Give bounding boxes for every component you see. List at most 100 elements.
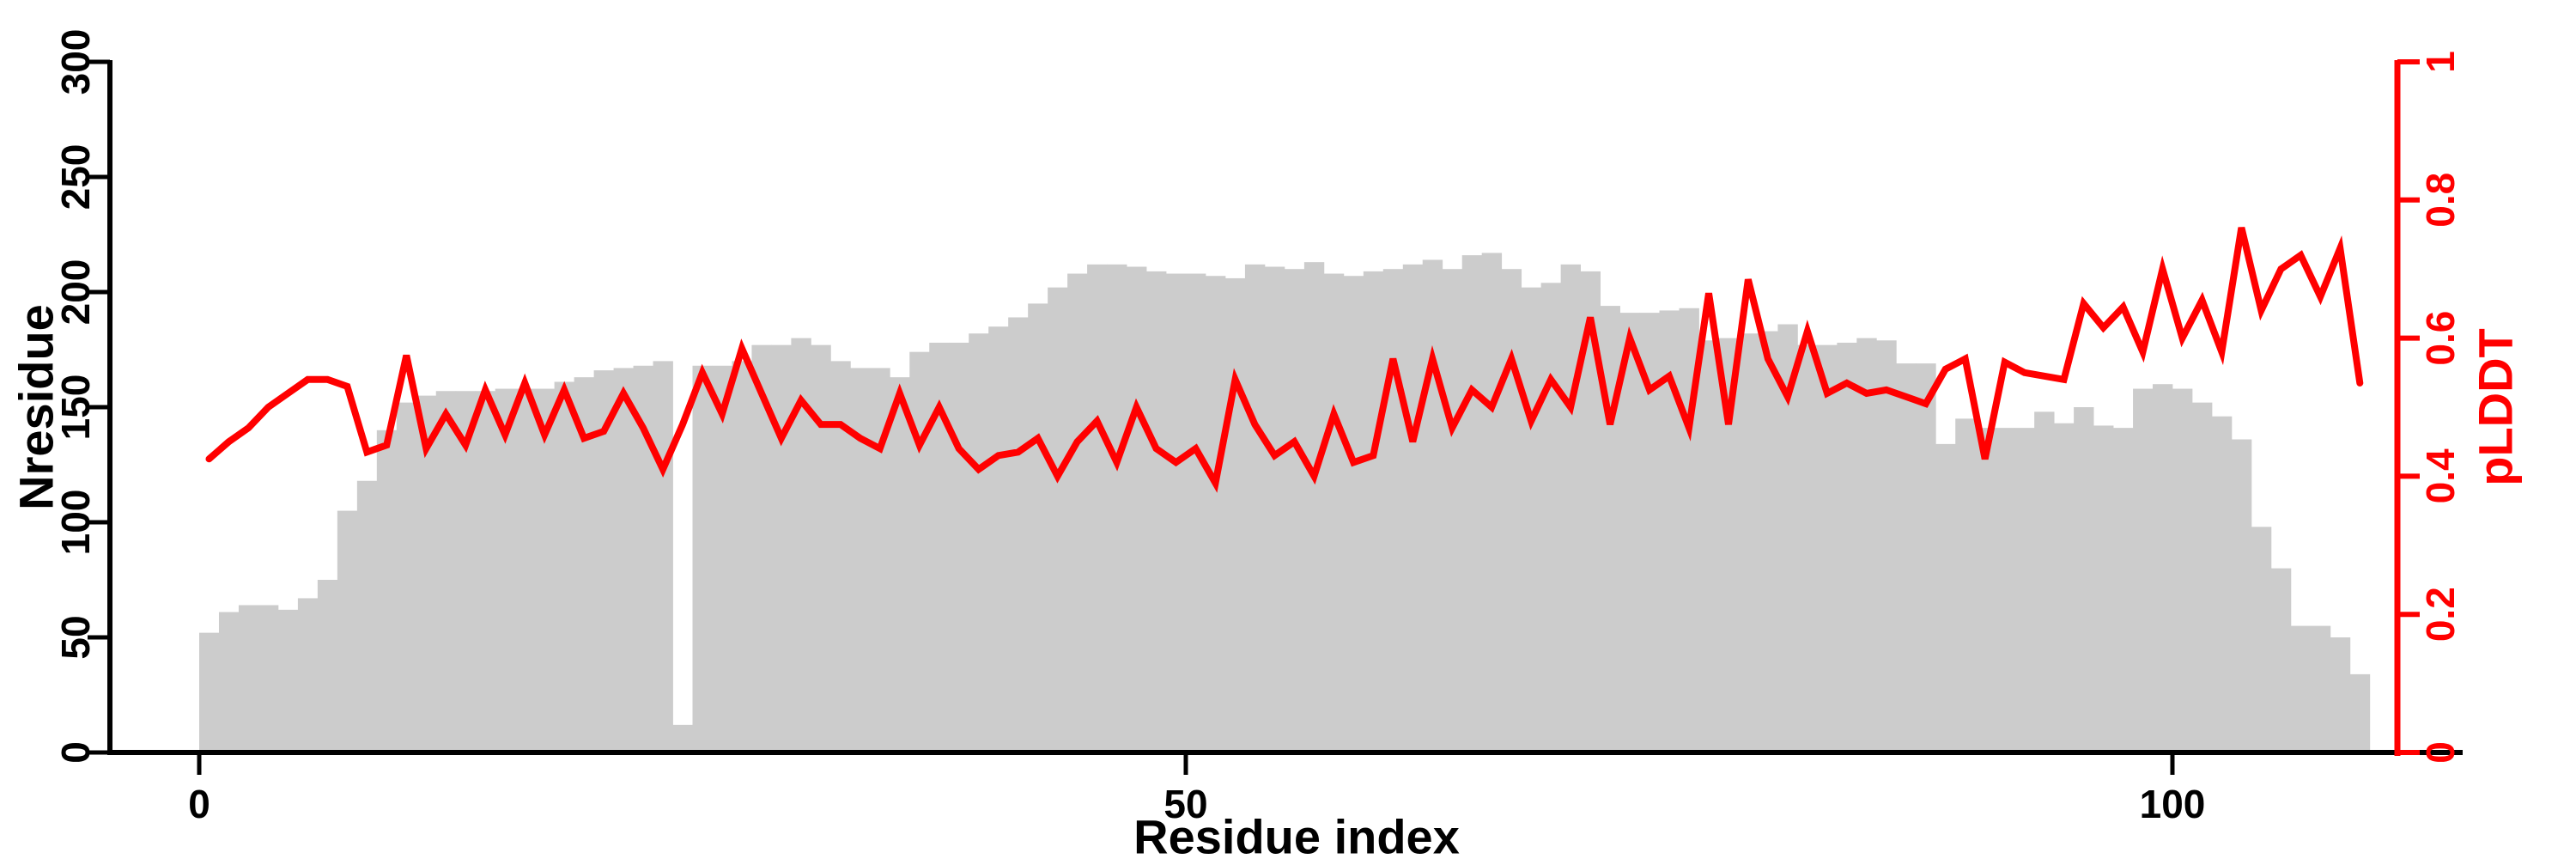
nresidue-bar (1461, 255, 1483, 752)
x-tick-label: 0 (188, 782, 210, 826)
nresidue-bar (2034, 411, 2055, 752)
nresidue-bar (534, 388, 556, 752)
nresidue-bar (1580, 271, 1601, 752)
nresidue-bar (1205, 276, 1226, 752)
nresidue-bar (653, 361, 673, 752)
nresidue-bar (2093, 425, 2114, 752)
nresidue-bar (850, 368, 871, 752)
nresidue-bar (1540, 283, 1562, 752)
nresidue-bar (495, 388, 516, 752)
nresidue-bar (791, 338, 811, 752)
x-tick-label: 50 (1163, 782, 1207, 826)
nresidue-bar (988, 326, 1009, 752)
nresidue-bar (1087, 264, 1108, 753)
nresidue-bar (1935, 443, 1956, 752)
nresidue-bar (633, 365, 653, 752)
nresidue-bar (870, 368, 890, 752)
nresidue-bar (1186, 273, 1206, 752)
x-axis-title: Residue index (1133, 809, 1460, 859)
nresidue-bar (1817, 344, 1838, 752)
nresidue-bar (1048, 287, 1068, 752)
nresidue-bar (1600, 306, 1620, 753)
nresidue-bar (1876, 340, 1897, 752)
nresidue-bar (1323, 273, 1345, 752)
nresidue-bar (593, 370, 614, 752)
nresidue-bar (1521, 287, 1542, 752)
nresidue-bar (1146, 271, 1167, 752)
nresidue-bar (1797, 344, 1818, 752)
x-tick-label: 100 (2140, 782, 2206, 826)
nresidue-bar (1738, 333, 1759, 752)
nresidue-bar (1303, 262, 1325, 752)
nresidue-bar (2054, 423, 2075, 752)
nresidue-bar (1481, 253, 1503, 752)
nresidue-bar (376, 430, 398, 752)
nresidue-bar (1718, 338, 1739, 752)
nresidue-bar (199, 632, 220, 752)
left-tick-label: 250 (53, 144, 98, 210)
nresidue-bar (2014, 428, 2035, 752)
nresidue-bar (396, 402, 417, 752)
nresidue-bar (1264, 266, 1285, 752)
nresidue-bar (1442, 269, 1463, 752)
nresidue-bar (909, 351, 930, 752)
nresidue-bar (2074, 407, 2094, 752)
left-tick-label: 0 (53, 741, 98, 764)
right-tick-label: 0.4 (2418, 448, 2463, 503)
nresidue-bar (1501, 269, 1522, 752)
nresidue-bar (1698, 340, 1719, 752)
nresidue-bar (1639, 313, 1660, 752)
nresidue-bar (1402, 264, 1424, 753)
nresidue-bar (1758, 331, 1778, 752)
nresidue-bar (771, 344, 792, 752)
nresidue-bar (2349, 673, 2371, 752)
nresidue-bar (1975, 428, 1996, 752)
nresidue-bar (1560, 264, 1581, 753)
nresidue-bar (1995, 428, 2015, 752)
nresidue-bar (1856, 338, 1877, 752)
nresidue-bar (317, 580, 338, 752)
nresidue-bar (1422, 259, 1443, 753)
plddt-line (205, 227, 2364, 493)
nresidue-bar (455, 391, 477, 752)
nresidue-bar (929, 342, 950, 752)
right-tick-label: 0.6 (2418, 311, 2463, 366)
nresidue-bar (218, 612, 240, 752)
nresidue-bar (830, 361, 851, 752)
nresidue-bar (337, 510, 358, 752)
nresidue-bar (356, 480, 378, 752)
nresidue-bar (672, 724, 693, 752)
nresidue-bar (1382, 269, 1404, 752)
nresidue-bar (1837, 342, 1857, 752)
nresidue-bar (1343, 276, 1364, 752)
nresidue-bar (2172, 388, 2193, 752)
nresidue-bar (1244, 264, 1266, 753)
left-tick-label: 200 (53, 259, 98, 326)
nresidue-bar (969, 333, 989, 752)
nresidue-bar (949, 342, 969, 752)
nresidue-bar (1363, 271, 1384, 752)
nresidue-bar (2113, 428, 2134, 752)
nresidue-bar (2290, 625, 2312, 752)
nresidue-bar (712, 365, 732, 752)
nresidue-bar (2191, 402, 2213, 752)
right-tick-label: 0 (2418, 741, 2463, 764)
nresidue-bar (751, 344, 772, 752)
nresidue-bar (2251, 527, 2272, 752)
nresidue-bar (2310, 625, 2331, 752)
nresidue-bar (475, 391, 496, 752)
nresidue-bar (435, 391, 457, 752)
nresidue-bar (416, 395, 437, 752)
nresidue-bar (1067, 273, 1088, 752)
nresidue-bar (2211, 416, 2233, 752)
left-tick-label: 100 (53, 490, 98, 556)
nresidue-bar (1777, 324, 1798, 752)
nresidue-bar (1107, 264, 1127, 753)
left-tick-label: 50 (53, 615, 98, 659)
nresidue-bar (1028, 303, 1048, 752)
nresidue-bar (514, 388, 536, 752)
right-tick-label: 0.2 (2418, 587, 2463, 642)
nresidue-bar (2330, 637, 2351, 752)
nresidue-bar (890, 377, 910, 752)
